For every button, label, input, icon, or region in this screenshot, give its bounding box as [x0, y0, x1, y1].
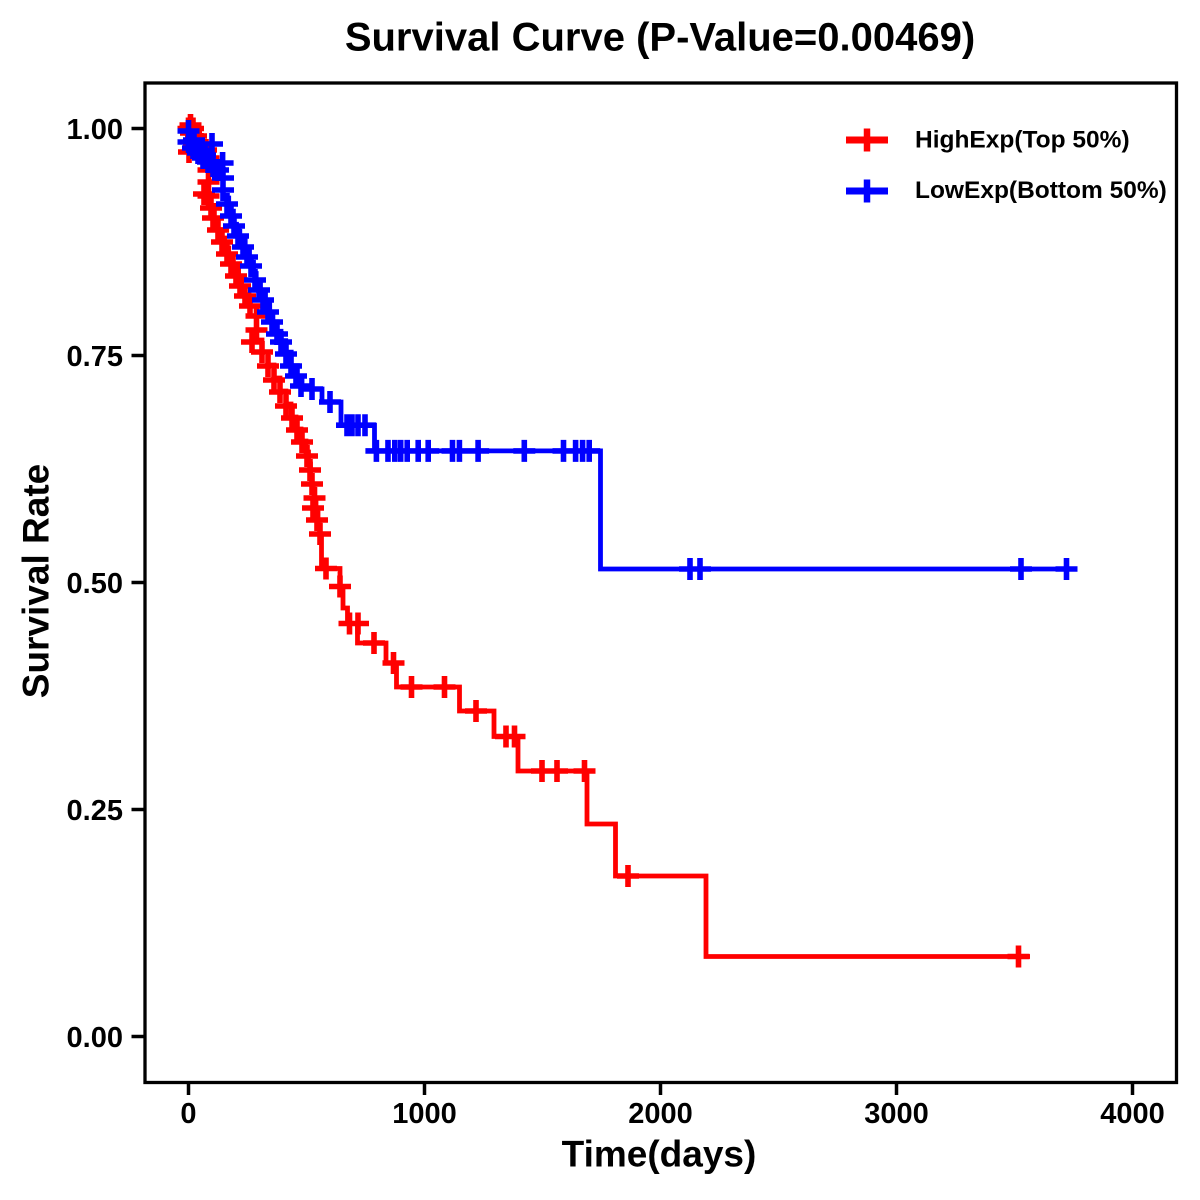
svg-text:0.25: 0.25 — [67, 795, 123, 827]
svg-text:0.00: 0.00 — [67, 1022, 123, 1054]
svg-text:HighExp(Top 50%): HighExp(Top 50%) — [915, 127, 1130, 154]
svg-text:1.00: 1.00 — [67, 114, 123, 146]
svg-text:1000: 1000 — [392, 1098, 457, 1130]
svg-text:3000: 3000 — [864, 1098, 929, 1130]
svg-text:LowExp(Bottom 50%): LowExp(Bottom 50%) — [915, 177, 1167, 204]
svg-text:2000: 2000 — [628, 1098, 693, 1130]
svg-text:Survival Curve (P-Value=0.0046: Survival Curve (P-Value=0.00469) — [345, 16, 975, 60]
svg-text:Survival Rate: Survival Rate — [16, 464, 57, 698]
svg-text:Time(days): Time(days) — [562, 1134, 757, 1175]
svg-text:4000: 4000 — [1100, 1098, 1165, 1130]
svg-text:0.75: 0.75 — [67, 341, 123, 373]
svg-text:0: 0 — [180, 1098, 196, 1130]
svg-text:0.50: 0.50 — [67, 568, 123, 600]
